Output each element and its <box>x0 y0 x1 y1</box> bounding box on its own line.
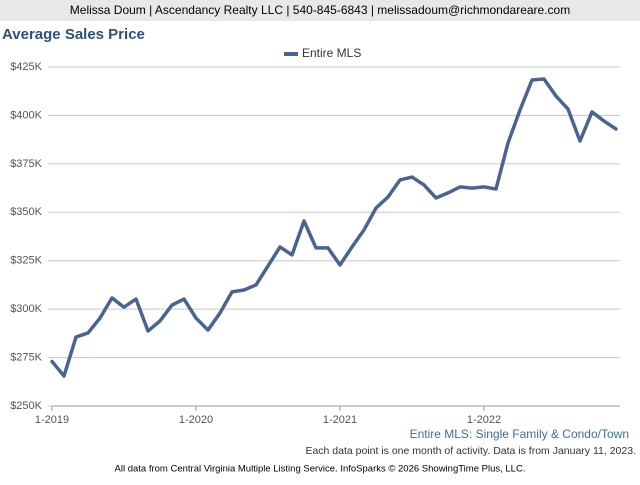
header: Melissa Doum | Ascendancy Realty LLC | 5… <box>70 3 570 17</box>
series-line <box>50 77 618 378</box>
y-tick-label: $425K <box>10 61 42 73</box>
header-bar <box>0 0 640 21</box>
y-tick-label: $350K <box>10 206 42 218</box>
subtitle: Entire MLS: Single Family & Condo/Town <box>410 427 629 441</box>
y-tick-label: $325K <box>10 255 42 267</box>
y-tick-label: $250K <box>10 400 42 412</box>
y-tick-label: $400K <box>10 109 42 121</box>
y-tick-label: $275K <box>10 351 42 363</box>
x-tick-label: 1-2022 <box>467 414 501 426</box>
y-tick-label: $300K <box>10 303 42 315</box>
chart-title: Average Sales Price <box>2 26 145 43</box>
x-tick-label: 1-2021 <box>323 414 357 426</box>
x-tick-label: 1-2019 <box>35 414 69 426</box>
source: All data from Central Virginia Multiple … <box>115 464 526 475</box>
legend-label: Entire MLS <box>302 46 361 60</box>
note: Each data point is one month of activity… <box>305 445 636 457</box>
x-tick-label: 1-2020 <box>179 414 213 426</box>
y-tick-label: $375K <box>10 158 42 170</box>
